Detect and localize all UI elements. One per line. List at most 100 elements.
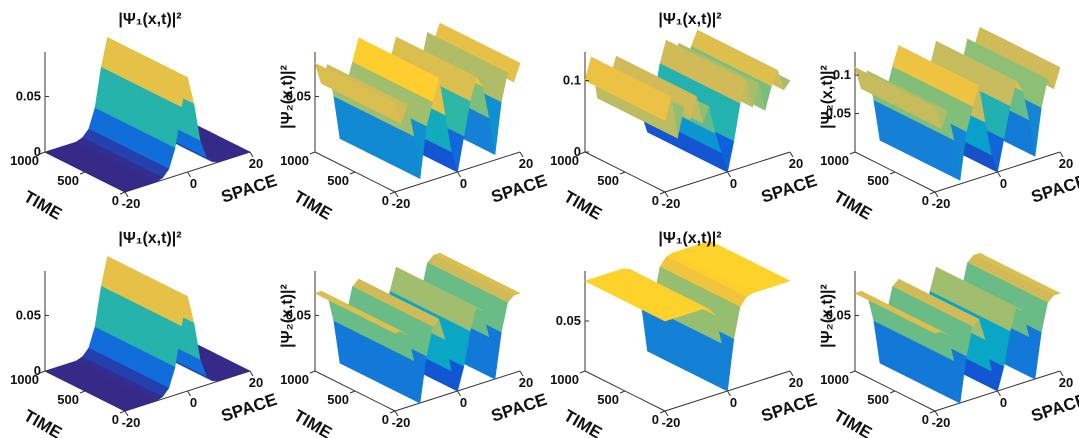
y-tick-label: 1000	[550, 153, 579, 168]
y-tick	[929, 191, 936, 195]
z-tick-label: 0.05	[286, 307, 311, 322]
surface-patch	[110, 183, 133, 193]
x-tick	[457, 171, 461, 178]
x-tick	[457, 390, 461, 397]
x-tick-label: 0	[1000, 395, 1007, 410]
z-tick-label: 0.05	[556, 313, 581, 328]
y-tick-label: 500	[867, 173, 889, 188]
x-tick-label: -20	[122, 196, 141, 211]
x-tick-label: 20	[1059, 156, 1073, 171]
x-tick	[664, 191, 669, 198]
x-tick-label: -20	[932, 415, 951, 430]
x-tick-label: 20	[519, 156, 533, 171]
x-tick-label: 20	[249, 156, 263, 171]
x-tick	[789, 151, 794, 158]
time-axis-label: TIME	[830, 187, 875, 224]
z-axis-label: |Ψ₂(x,t)|²	[279, 65, 296, 129]
time-axis-label: TIME	[290, 187, 335, 224]
y-tick-label: 1000	[10, 372, 39, 387]
space-axis-label: SPACE	[1029, 171, 1079, 207]
x-tick-label: 0	[190, 176, 197, 191]
y-tick-label: 1000	[820, 372, 849, 387]
x-tick	[519, 370, 524, 377]
x-tick	[1059, 370, 1064, 377]
y-tick	[119, 191, 126, 195]
y-tick-label: 0	[652, 412, 659, 427]
y-tick-label: 0	[382, 193, 389, 208]
z-tick-label: 0.05	[16, 88, 41, 103]
surface-patch	[380, 324, 403, 334]
z-tick-label: 0	[34, 144, 41, 159]
y-tick-label: 1000	[10, 153, 39, 168]
time-axis-label: TIME	[560, 406, 605, 438]
x-tick-label: -20	[662, 196, 681, 211]
z-tick-label: 0.05	[286, 88, 311, 103]
y-tick-label: 500	[597, 173, 619, 188]
y-tick	[889, 171, 896, 175]
x-tick	[727, 171, 731, 178]
y-tick-label: 0	[652, 193, 659, 208]
y-tick	[349, 171, 356, 175]
y-tick-label: 0	[922, 193, 929, 208]
x-tick	[934, 191, 939, 198]
chart-title: |Ψ₁(x,t)|²	[118, 11, 181, 28]
y-tick	[659, 410, 666, 414]
y-tick-label: 500	[867, 392, 889, 407]
z-tick-label: 0.05	[16, 307, 41, 322]
y-tick	[389, 191, 396, 195]
x-tick-label: 0	[730, 395, 737, 410]
x-tick-label: 20	[249, 375, 263, 390]
x-tick	[1059, 151, 1064, 158]
space-axis-label: SPACE	[1029, 390, 1079, 426]
x-tick	[789, 370, 794, 377]
y-tick	[389, 410, 396, 414]
z-axis-label: |Ψ₂(x,t)|²	[279, 284, 296, 348]
z-tick-label: 0	[574, 144, 581, 159]
time-axis-label: TIME	[20, 406, 65, 438]
z-axis-label: |Ψ₂(x,t)|²	[819, 65, 836, 129]
y-tick-label: 0	[922, 412, 929, 427]
y-tick	[619, 171, 626, 175]
x-tick-label: -20	[662, 415, 681, 430]
x-tick	[934, 410, 939, 417]
chart-title: |Ψ₁(x,t)|²	[658, 11, 721, 28]
x-tick	[519, 151, 524, 158]
x-tick-label: 20	[1059, 375, 1073, 390]
x-tick	[394, 191, 399, 198]
x-tick	[187, 390, 191, 397]
z-tick-label: 0.05	[826, 106, 851, 121]
x-tick-label: -20	[392, 196, 411, 211]
y-tick-label: 500	[597, 392, 619, 407]
x-tick	[997, 390, 1001, 397]
y-tick	[579, 370, 586, 374]
x-tick	[124, 191, 129, 198]
space-axis-label: SPACE	[219, 390, 279, 426]
x-tick-label: 0	[190, 395, 197, 410]
x-tick-label: 20	[789, 375, 803, 390]
surface-patch	[650, 312, 673, 322]
y-tick-label: 0	[112, 193, 119, 208]
y-tick-label: 1000	[550, 372, 579, 387]
x-tick	[249, 370, 254, 377]
chart-title: |Ψ₁(x,t)|²	[118, 230, 181, 247]
surface-patch	[110, 402, 133, 412]
time-axis-label: TIME	[830, 406, 875, 438]
y-tick	[119, 410, 126, 414]
y-tick-label: 500	[57, 173, 79, 188]
y-tick	[349, 390, 356, 394]
y-tick-label: 500	[57, 392, 79, 407]
z-tick-label: 0.05	[826, 307, 851, 322]
y-tick	[619, 390, 626, 394]
space-axis-label: SPACE	[759, 171, 819, 207]
x-tick-label: -20	[122, 415, 141, 430]
y-tick-label: 1000	[280, 372, 309, 387]
time-axis-label: TIME	[560, 187, 605, 224]
x-tick	[997, 171, 1001, 178]
y-tick-label: 0	[112, 412, 119, 427]
y-tick-label: 1000	[280, 153, 309, 168]
x-tick-label: 0	[1000, 176, 1007, 191]
z-axis-label: |Ψ₂(x,t)|²	[819, 284, 836, 348]
z-tick-label: 0.1	[833, 67, 851, 82]
z-tick-label: 0.1	[563, 73, 581, 88]
